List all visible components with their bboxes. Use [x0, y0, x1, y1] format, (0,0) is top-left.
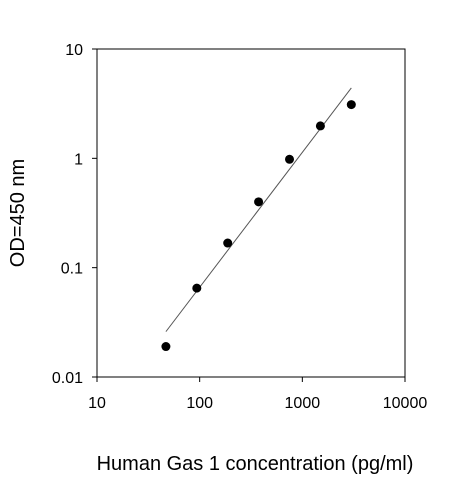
y-tick-label: 0.1	[61, 261, 83, 278]
y-tick-label: 0.01	[52, 370, 83, 387]
x-tick-label: 1000	[285, 395, 321, 412]
plot-frame	[96, 48, 406, 378]
data-points	[161, 100, 356, 352]
data-point	[254, 197, 264, 207]
data-point	[346, 100, 356, 110]
y-tick-label: 1	[74, 151, 83, 168]
x-tick-label: 10	[88, 395, 106, 412]
axis-ticks: 10 100 1000 10000 0.01 0.1 1 10	[52, 42, 427, 412]
data-point	[315, 121, 325, 131]
y-tick-label: 10	[65, 42, 83, 59]
data-point	[161, 342, 171, 352]
data-point	[192, 283, 202, 293]
y-axis-title: OD=450 nm	[7, 159, 29, 267]
x-tick-label: 10000	[383, 395, 428, 412]
data-point	[223, 238, 233, 248]
x-tick-label: 100	[186, 395, 213, 412]
data-point	[285, 154, 295, 164]
x-axis-title: Human Gas 1 concentration (pg/ml)	[97, 453, 414, 475]
